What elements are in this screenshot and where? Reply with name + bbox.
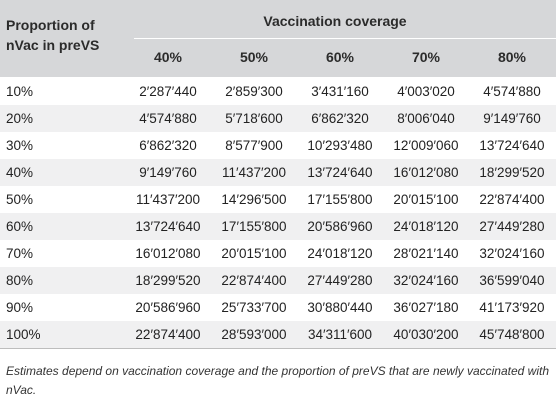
table-cell: 27′449′280 [479, 219, 545, 234]
table-cell: 6′862′320 [311, 111, 369, 126]
table-cell: 3′431′160 [311, 84, 369, 99]
table-cell: 20′015′100 [221, 246, 287, 261]
table-footnote: Estimates depend on vaccination coverage… [6, 364, 549, 397]
table-cell: 36′599′040 [479, 273, 545, 288]
table-cell: 11′437′200 [221, 165, 287, 180]
row-label: 10% [6, 84, 34, 99]
table-cell: 9′149′760 [139, 165, 197, 180]
table-cell: 5′718′600 [225, 111, 283, 126]
table-cell: 24′018′120 [393, 219, 459, 234]
table-cell: 17′155′800 [307, 192, 373, 207]
column-header-50: 50% [239, 49, 269, 65]
table-cell: 27′449′280 [307, 273, 373, 288]
table-cell: 28′021′140 [393, 246, 459, 261]
table-cell: 41′173′920 [479, 300, 545, 315]
table-cell: 22′874′400 [479, 192, 545, 207]
row-label: 60% [6, 219, 34, 234]
table-row: 90% 20′586′960 25′733′700 30′880′440 36′027′… [0, 294, 556, 321]
table-cell: 4′574′880 [139, 111, 197, 126]
table-cell: 8′006′040 [397, 111, 455, 126]
column-group-header: Vaccination coverage [263, 13, 407, 29]
table-cell: 20′586′960 [307, 219, 373, 234]
table-cell: 22′874′400 [221, 273, 287, 288]
header-divider [134, 38, 556, 39]
table-cell: 13′724′640 [307, 165, 373, 180]
table-cell: 16′012′080 [393, 165, 459, 180]
table-cell: 20′015′100 [393, 192, 459, 207]
table-header: Proportion of nVac in preVS Vaccination … [0, 0, 556, 77]
table-cell: 14′296′500 [221, 192, 287, 207]
table-cell: 24′018′120 [307, 246, 373, 261]
table-bottom-rule [0, 348, 556, 349]
table-cell: 2′287′440 [139, 84, 197, 99]
table-cell: 36′027′180 [393, 300, 459, 315]
table-row: 70% 16′012′080 20′015′100 24′018′120 28′021′… [0, 240, 556, 267]
row-label: 90% [6, 300, 34, 315]
table-cell: 4′574′880 [483, 84, 541, 99]
row-header-label: Proportion of nVac in preVS [6, 17, 100, 53]
row-label: 100% [6, 327, 41, 342]
table-cell: 40′030′200 [393, 327, 459, 342]
table-cell: 18′299′520 [479, 165, 545, 180]
table-cell: 17′155′800 [221, 219, 287, 234]
column-header-70: 70% [411, 49, 441, 65]
table-row: 100% 22′874′400 28′593′000 34′311′600 40′030… [0, 321, 556, 348]
row-label: 80% [6, 273, 34, 288]
row-label: 70% [6, 246, 34, 261]
table-cell: 28′593′000 [221, 327, 287, 342]
table-cell: 30′880′440 [307, 300, 373, 315]
table-row: 60% 13′724′640 17′155′800 20′586′960 24′018′… [0, 213, 556, 240]
column-header-40: 40% [153, 49, 183, 65]
row-label: 50% [6, 192, 34, 207]
table-cell: 2′859′300 [225, 84, 283, 99]
table-cell: 4′003′020 [397, 84, 455, 99]
table-cell: 8′577′900 [225, 138, 283, 153]
table-row: 30% 6′862′320 8′577′900 10′293′480 12′009′06… [0, 132, 556, 159]
row-label: 40% [6, 165, 34, 180]
row-label: 30% [6, 138, 34, 153]
table-cell: 12′009′060 [393, 138, 459, 153]
row-label: 20% [6, 111, 34, 126]
column-header-80: 80% [497, 49, 527, 65]
table-row: 20% 4′574′880 5′718′600 6′862′320 8′006′040 9… [0, 105, 556, 132]
table-row: 40% 9′149′760 11′437′200 13′724′640 16′012′0… [0, 159, 556, 186]
table-cell: 13′724′640 [479, 138, 545, 153]
table-cell: 22′874′400 [135, 327, 201, 342]
table-cell: 34′311′600 [307, 327, 373, 342]
table-cell: 18′299′520 [135, 273, 201, 288]
table-cell: 20′586′960 [135, 300, 201, 315]
table-cell: 25′733′700 [221, 300, 287, 315]
table-cell: 32′024′160 [393, 273, 459, 288]
table-cell: 6′862′320 [139, 138, 197, 153]
table-cell: 9′149′760 [483, 111, 541, 126]
table-cell: 32′024′160 [479, 246, 545, 261]
table-row: 80% 18′299′520 22′874′400 27′449′280 32′024′… [0, 267, 556, 294]
table-cell: 10′293′480 [307, 138, 373, 153]
table-cell: 13′724′640 [135, 219, 201, 234]
table-cell: 16′012′080 [135, 246, 201, 261]
table-cell: 11′437′200 [135, 192, 201, 207]
column-header-60: 60% [325, 49, 355, 65]
table-row: 10% 2′287′440 2′859′300 3′431′160 4′003′020 4… [0, 78, 556, 105]
table-row: 50% 11′437′200 14′296′500 17′155′800 20′015′… [0, 186, 556, 213]
table-cell: 45′748′800 [479, 327, 545, 342]
